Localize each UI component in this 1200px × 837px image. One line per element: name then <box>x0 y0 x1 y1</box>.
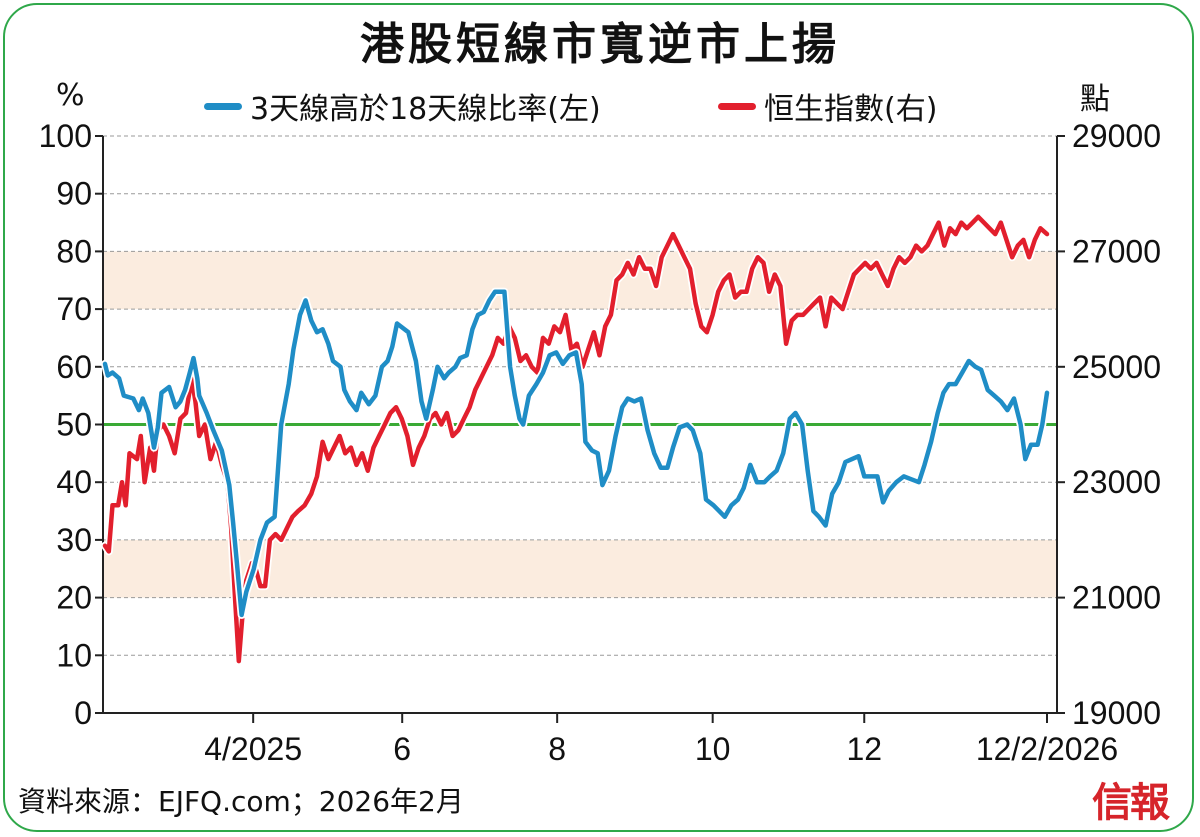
right-tick-label: 19000 <box>1072 695 1161 731</box>
left-tick-label: 30 <box>56 522 92 558</box>
right-tick-label: 23000 <box>1072 464 1161 500</box>
left-tick-label: 20 <box>56 580 92 616</box>
left-tick-label: 0 <box>74 695 92 731</box>
left-tick-label: 10 <box>56 637 92 673</box>
legend-item-hsi: 恒生指數(右) <box>718 86 938 127</box>
left-tick-label: 80 <box>56 233 92 269</box>
shaded-band-1 <box>103 251 1057 310</box>
right-tick-label: 29000 <box>1072 118 1161 154</box>
right-tick-label: 25000 <box>1072 349 1161 385</box>
legend-swatch-red <box>718 102 756 110</box>
legend-item-breadth: 3天線高於18天線比率(左) <box>204 86 601 127</box>
x-tick-label: 6 <box>393 731 411 767</box>
right-tick-label: 21000 <box>1072 580 1161 616</box>
chart-frame <box>3 3 1194 832</box>
legend-label-hsi: 恒生指數(右) <box>764 92 938 127</box>
legend-label-breadth: 3天線高於18天線比率(左) <box>250 92 601 127</box>
right-axis-unit: 點 <box>1080 82 1110 117</box>
left-axis-unit: % <box>56 78 85 113</box>
left-tick-label: 40 <box>56 464 92 500</box>
x-tick-label: 12/2/2026 <box>976 731 1118 767</box>
legend-swatch-blue <box>204 102 242 110</box>
x-tick-label: 10 <box>695 731 731 767</box>
right-tick-label: 27000 <box>1072 233 1161 269</box>
series-line-breadth <box>102 289 1050 618</box>
x-tick-label: 8 <box>548 731 566 767</box>
left-tick-label: 100 <box>39 118 92 154</box>
x-axis-ticks: 4/2025 6 8 10 12 12/2/2026 <box>204 713 1118 767</box>
x-tick-label: 12 <box>846 731 882 767</box>
series-line-hsi <box>102 214 1050 664</box>
source-note: 資料來源：EJFQ.com；2026年2月 <box>18 785 464 818</box>
x-tick-label: 4/2025 <box>204 731 302 767</box>
series-lines <box>101 212 1051 666</box>
left-tick-label: 60 <box>56 349 92 385</box>
chart-title: 港股短線市寬逆市上揚 <box>360 19 840 70</box>
left-tick-label: 50 <box>56 407 92 443</box>
right-axis-ticks: 19000 21000 23000 25000 27000 29000 <box>1057 118 1161 731</box>
left-axis-ticks: 0 10 20 30 40 50 60 70 80 90 100 <box>39 118 103 731</box>
left-tick-label: 70 <box>56 291 92 327</box>
left-tick-label: 90 <box>56 176 92 212</box>
brand-logo: 信報 <box>1092 779 1170 826</box>
